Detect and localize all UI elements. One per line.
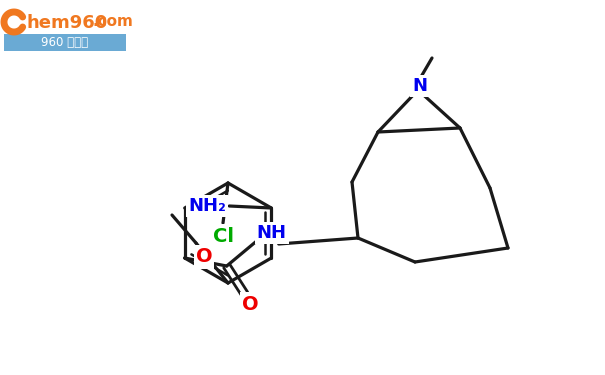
Text: 960 化工网: 960 化工网 xyxy=(41,36,88,48)
Text: NH₂: NH₂ xyxy=(188,197,226,215)
Text: Cl: Cl xyxy=(212,226,234,246)
Text: NH: NH xyxy=(257,224,287,242)
Text: O: O xyxy=(195,248,212,267)
Text: O: O xyxy=(243,294,259,314)
Text: N: N xyxy=(413,77,428,95)
Text: .com: .com xyxy=(93,14,134,29)
Text: NH: NH xyxy=(257,224,287,242)
Bar xyxy=(4,34,126,51)
Text: hem960: hem960 xyxy=(26,14,107,32)
